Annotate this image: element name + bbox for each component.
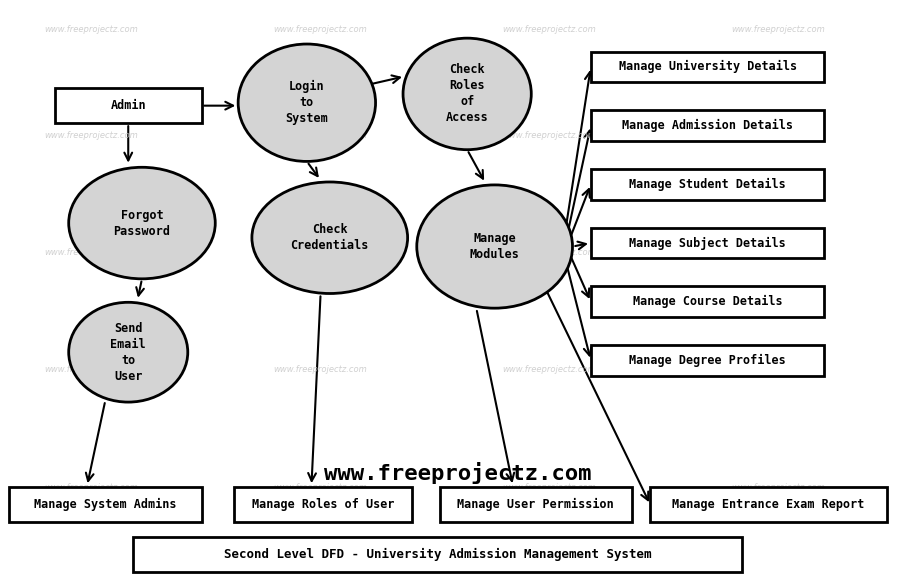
Text: www.freeprojectz.com: www.freeprojectz.com <box>732 130 825 140</box>
Text: Admin: Admin <box>111 99 146 112</box>
Text: Send
Email
to
User: Send Email to User <box>111 322 146 383</box>
Text: www.freeprojectz.com: www.freeprojectz.com <box>732 483 825 492</box>
Text: www.freeprojectz.com: www.freeprojectz.com <box>45 25 138 34</box>
Text: Check
Roles
of
Access: Check Roles of Access <box>446 63 488 124</box>
Text: www.freeprojectz.com: www.freeprojectz.com <box>324 461 592 484</box>
Bar <box>591 345 824 376</box>
Ellipse shape <box>69 167 215 279</box>
Bar <box>55 88 202 123</box>
Text: www.freeprojectz.com: www.freeprojectz.com <box>503 483 596 492</box>
Text: Manage Subject Details: Manage Subject Details <box>629 237 786 249</box>
Bar <box>650 487 887 522</box>
Text: www.freeprojectz.com: www.freeprojectz.com <box>274 365 367 375</box>
Text: www.freeprojectz.com: www.freeprojectz.com <box>732 248 825 257</box>
Text: Forgot
Password: Forgot Password <box>114 208 170 238</box>
Text: www.freeprojectz.com: www.freeprojectz.com <box>45 130 138 140</box>
Text: Second Level DFD - University Admission Management System: Second Level DFD - University Admission … <box>224 548 651 561</box>
Text: www.freeprojectz.com: www.freeprojectz.com <box>732 25 825 34</box>
Text: www.freeprojectz.com: www.freeprojectz.com <box>45 365 138 375</box>
Text: Manage Student Details: Manage Student Details <box>629 178 786 191</box>
Text: Login
to
System: Login to System <box>286 80 328 125</box>
Ellipse shape <box>417 185 572 308</box>
Text: www.freeprojectz.com: www.freeprojectz.com <box>45 483 138 492</box>
Ellipse shape <box>403 38 531 150</box>
Text: www.freeprojectz.com: www.freeprojectz.com <box>732 365 825 375</box>
Bar <box>591 110 824 141</box>
Bar <box>591 52 824 82</box>
Text: Manage University Details: Manage University Details <box>618 60 797 73</box>
Ellipse shape <box>238 44 376 161</box>
Bar <box>591 228 824 258</box>
Text: www.freeprojectz.com: www.freeprojectz.com <box>274 130 367 140</box>
Text: Manage Roles of User: Manage Roles of User <box>252 498 394 511</box>
Text: Check
Credentials: Check Credentials <box>290 223 369 252</box>
Text: Manage Admission Details: Manage Admission Details <box>622 119 793 132</box>
Text: Manage Entrance Exam Report: Manage Entrance Exam Report <box>672 498 865 511</box>
Text: Manage
Modules: Manage Modules <box>470 232 519 261</box>
Text: Manage System Admins: Manage System Admins <box>34 498 177 511</box>
Bar <box>591 169 824 200</box>
Text: www.freeprojectz.com: www.freeprojectz.com <box>274 483 367 492</box>
Bar <box>133 537 742 572</box>
Text: www.freeprojectz.com: www.freeprojectz.com <box>274 25 367 34</box>
Text: www.freeprojectz.com: www.freeprojectz.com <box>503 248 596 257</box>
Text: www.freeprojectz.com: www.freeprojectz.com <box>45 248 138 257</box>
Text: Manage User Permission: Manage User Permission <box>457 498 615 511</box>
Text: www.freeprojectz.com: www.freeprojectz.com <box>503 365 596 375</box>
Text: www.freeprojectz.com: www.freeprojectz.com <box>503 130 596 140</box>
Text: www.freeprojectz.com: www.freeprojectz.com <box>274 248 367 257</box>
Bar <box>440 487 632 522</box>
Ellipse shape <box>252 182 408 294</box>
Bar <box>234 487 412 522</box>
Bar <box>591 286 824 317</box>
Text: www.freeprojectz.com: www.freeprojectz.com <box>503 25 596 34</box>
Text: Manage Course Details: Manage Course Details <box>633 295 782 308</box>
Bar <box>9 487 202 522</box>
Ellipse shape <box>69 302 188 402</box>
Text: Manage Degree Profiles: Manage Degree Profiles <box>629 354 786 367</box>
